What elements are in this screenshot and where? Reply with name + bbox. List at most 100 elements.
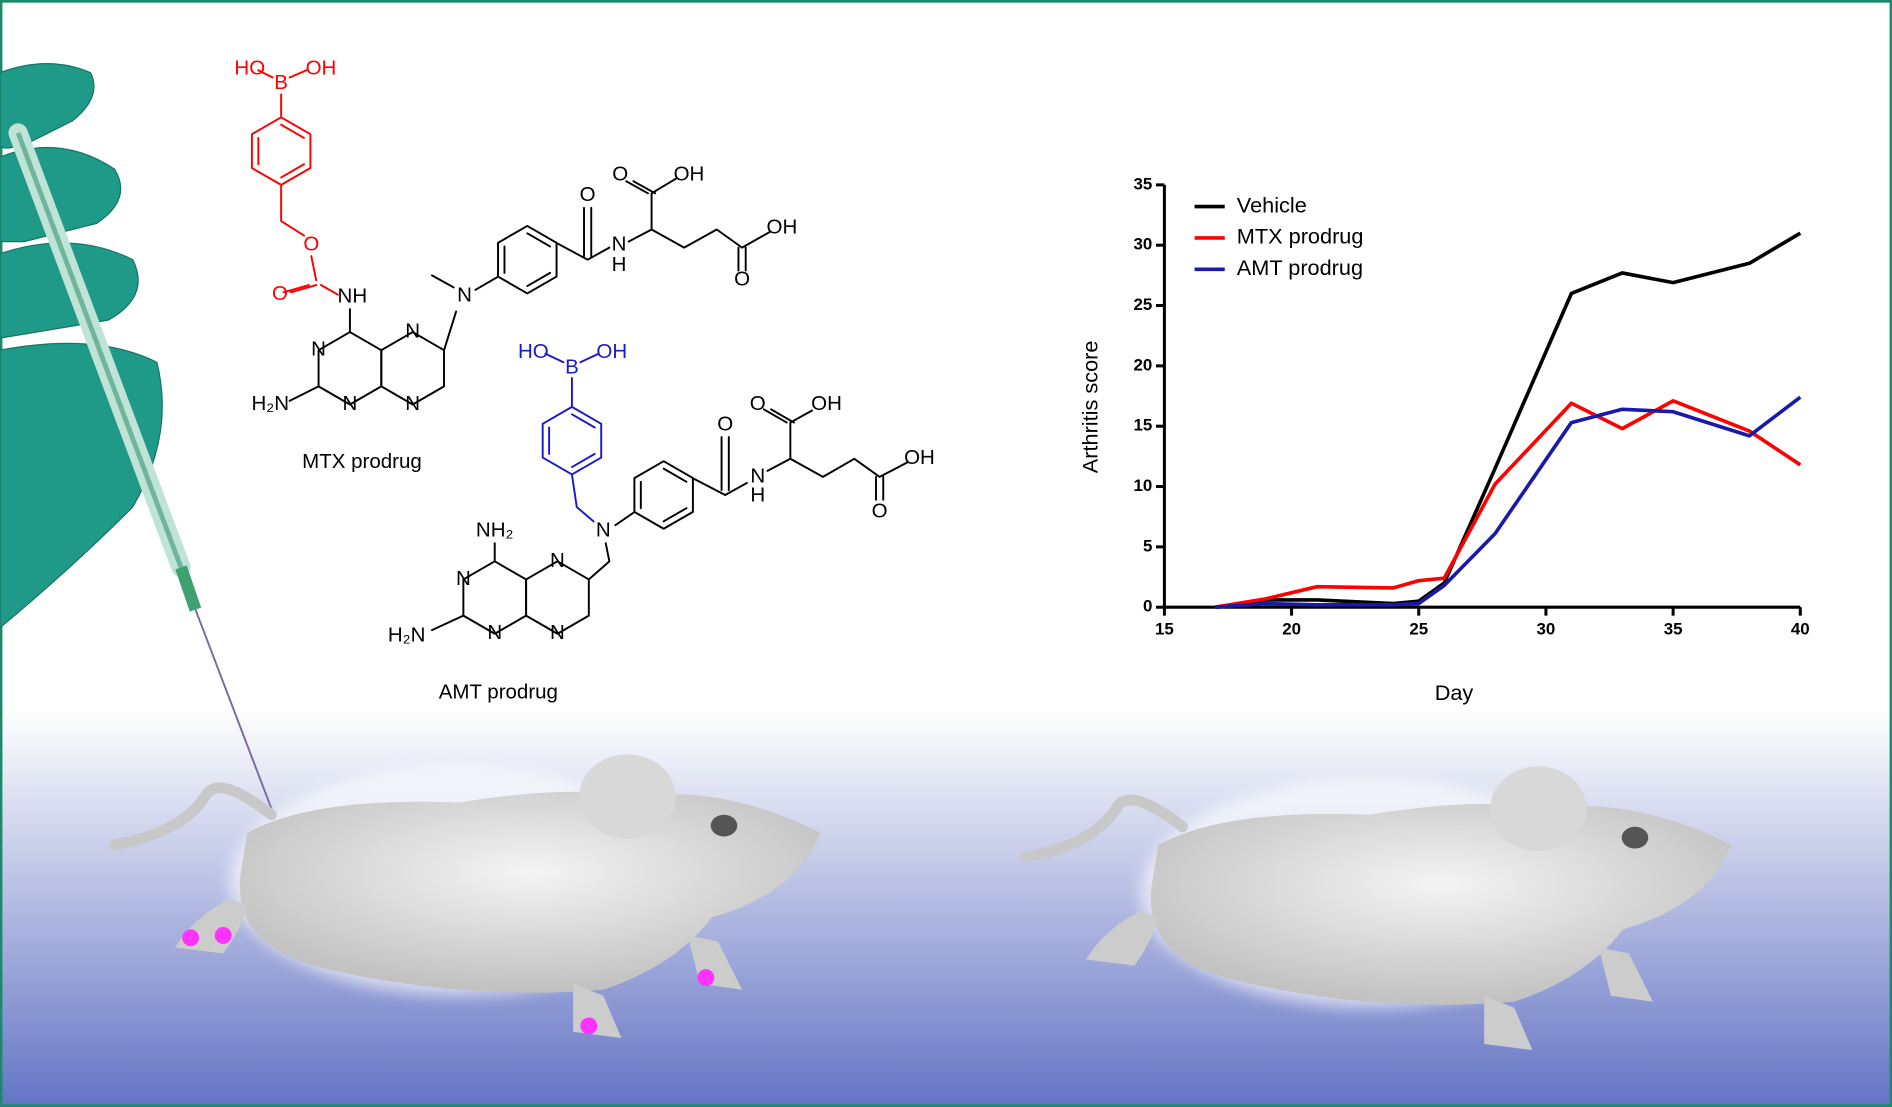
bond [443,310,458,352]
bond [579,352,600,364]
bond [570,473,595,523]
atom-label: OH [306,56,337,79]
y-tick-label: 5 [1143,536,1152,555]
y-tick-label: 25 [1134,295,1153,314]
bond [691,477,748,496]
atom-label: O [750,392,766,415]
atom-label: NH [338,285,368,308]
bond [526,232,552,248]
atom-label: OH [767,216,798,239]
legend-label: Vehicle [1237,192,1307,217]
inflamed-paw [182,926,715,1035]
molecule-name: AMT prodrug [439,680,558,703]
atom-label: NH₂ [476,519,514,542]
atom-label: HO [518,340,549,363]
x-tick-label: 35 [1664,620,1683,639]
mouse [1020,766,1732,1051]
x-tick-label: 20 [1282,620,1301,639]
atom-label: N [343,392,358,415]
bond [662,507,688,523]
data-line [1214,399,1802,609]
bond [288,385,320,402]
y-tick-label: 10 [1134,476,1153,495]
mouse [109,754,821,1038]
atom-label: O [872,499,888,522]
atom-label: N [612,233,627,256]
atom-label: N [487,621,502,644]
data-line [1215,231,1802,609]
atom-label: N [405,392,420,415]
bond [280,163,305,179]
atom-label: B [274,71,288,94]
atom-label: N [456,567,471,590]
legend-label: MTX prodrug [1237,224,1364,249]
chemical-structures [250,69,909,635]
x-tick-label: 25 [1409,620,1428,639]
atom-label: N [311,338,326,361]
atom-label: OH [596,340,627,363]
bond [627,177,677,243]
atom-label: N [457,283,472,306]
bond [526,271,552,288]
atom-label: H₂N [388,624,426,647]
bond [289,284,318,294]
atom-label: HO [234,56,265,79]
atom-label: O [734,268,750,291]
atom-label: H [612,253,627,276]
bond [570,452,596,468]
molecule-name: MTX prodrug [302,450,422,473]
bond [280,183,306,237]
y-tick-label: 20 [1134,355,1153,374]
atom-label: N [750,464,765,487]
atom-label: H [750,484,765,507]
atom-label: N [405,320,420,343]
bond [474,275,500,291]
bond [310,255,318,282]
bond [625,180,649,195]
bond [555,241,611,261]
x-tick-label: 30 [1537,620,1556,639]
bond [614,510,636,527]
atom-label: OH [674,163,705,186]
bond [632,180,657,195]
bond [257,69,274,79]
y-tick-label: 0 [1143,597,1152,616]
y-axis-label: Arthritis score [1078,341,1103,474]
atom-label: OH [811,392,842,415]
atom-label: N [550,621,565,644]
bond [544,352,565,364]
legend-label: AMT prodrug [1237,255,1363,280]
atom-label: B [565,356,579,379]
bond [789,457,909,478]
bond [662,467,688,483]
atom-label: O [303,233,319,256]
bond [766,409,814,472]
atom-label: O [580,183,596,206]
bond [431,614,465,632]
atom-label: O [717,412,733,435]
syringe [8,123,273,810]
bond [650,228,771,249]
atom-label: N [550,549,565,572]
bond [570,413,596,429]
y-tick-label: 35 [1134,174,1153,193]
x-tick-label: 15 [1155,620,1174,639]
bond [280,123,305,139]
atom-label: N [596,519,611,542]
atom-label: OH [904,446,935,469]
bond [762,408,788,424]
atom-label: H₂N [251,392,289,415]
bond [282,284,310,294]
data-line [1215,395,1802,610]
bond [431,274,455,289]
bond [770,408,795,424]
x-axis-label: Day [1435,680,1474,705]
y-tick-label: 15 [1134,416,1153,435]
bond [288,69,308,79]
atom-label: O [612,163,628,186]
bond [319,284,339,296]
bond [587,542,611,581]
x-tick-label: 40 [1791,620,1810,639]
